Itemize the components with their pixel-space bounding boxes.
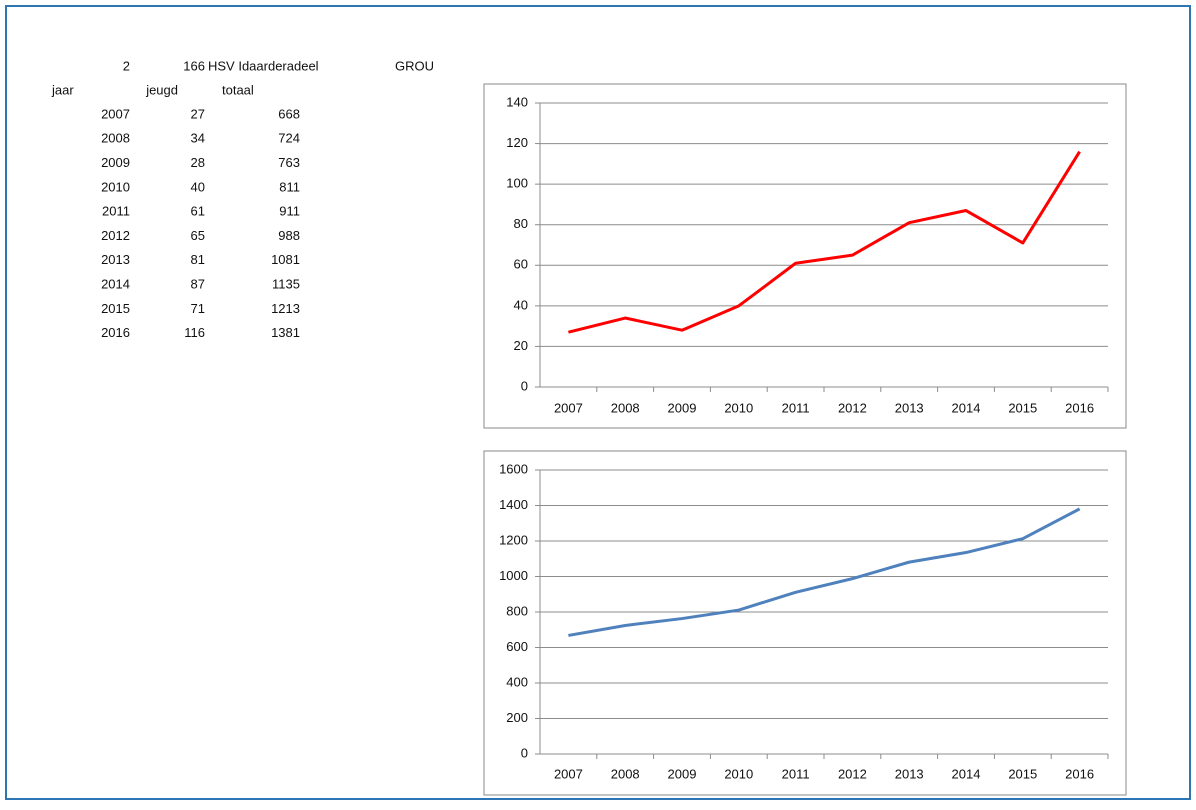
x-tick-label: 2007: [554, 400, 583, 415]
y-tick-label: 100: [506, 176, 528, 191]
x-tick-label: 2010: [724, 400, 753, 415]
chart-frame: [483, 83, 1127, 429]
chart-frame: [483, 450, 1127, 796]
cell: 116: [184, 325, 205, 340]
y-tick-label: 80: [514, 216, 528, 231]
cell: 71: [191, 301, 205, 316]
cell: 1081: [271, 252, 300, 267]
cell: 2: [123, 58, 130, 73]
y-tick-label: 60: [514, 257, 528, 272]
y-tick-label: 0: [521, 745, 528, 760]
cell: 2016: [101, 325, 130, 340]
cell: 2010: [101, 179, 130, 194]
x-tick-label: 2014: [952, 766, 981, 781]
cell: 27: [191, 106, 205, 121]
x-tick-label: 2012: [838, 766, 867, 781]
cell: 2009: [101, 155, 130, 170]
cell: 988: [278, 228, 300, 243]
y-tick-label: 1400: [499, 497, 528, 512]
x-tick-label: 2007: [554, 766, 583, 781]
x-tick-label: 2008: [611, 766, 640, 781]
y-tick-label: 40: [514, 297, 528, 312]
x-tick-label: 2008: [611, 400, 640, 415]
cell: 2014: [101, 277, 130, 292]
cell: 2008: [101, 131, 130, 146]
data-line: [568, 507, 1081, 637]
cell: 65: [191, 228, 205, 243]
cell: 40: [191, 179, 205, 194]
cell: 61: [191, 204, 205, 219]
y-tick-label: 800: [506, 603, 528, 618]
cell: 911: [279, 204, 300, 219]
y-tick-label: 1600: [499, 461, 528, 476]
y-tick-label: 1000: [499, 568, 528, 583]
cell: 166: [183, 58, 205, 73]
cell: 1135: [272, 277, 300, 292]
y-tick-label: 20: [514, 338, 528, 353]
x-tick-label: 2014: [952, 400, 981, 415]
cell: 1213: [271, 301, 300, 316]
x-tick-label: 2016: [1065, 766, 1094, 781]
y-tick-label: 400: [506, 674, 528, 689]
cell: 34: [191, 131, 205, 146]
cell: 2015: [101, 301, 130, 316]
y-tick-label: 600: [506, 639, 528, 654]
x-tick-label: 2015: [1008, 400, 1037, 415]
data-line: [568, 150, 1081, 334]
x-tick-label: 2010: [724, 766, 753, 781]
x-tick-label: 2011: [782, 400, 810, 415]
y-tick-label: 0: [521, 378, 528, 393]
cell: 811: [279, 179, 300, 194]
cell: 2013: [101, 252, 130, 267]
y-tick-label: 200: [506, 710, 528, 725]
y-tick-label: 120: [506, 135, 528, 150]
y-tick-label: 140: [506, 94, 528, 109]
x-tick-label: 2009: [668, 400, 697, 415]
column-header: totaal: [222, 82, 254, 97]
x-tick-label: 2016: [1065, 400, 1094, 415]
cell: 81: [191, 252, 205, 267]
cell: 87: [191, 277, 205, 292]
column-header: jaar: [51, 82, 74, 97]
cell: 763: [278, 155, 300, 170]
cell: GROU: [395, 58, 434, 73]
cell: 724: [278, 131, 300, 146]
x-tick-label: 2011: [782, 766, 810, 781]
x-tick-label: 2013: [895, 400, 924, 415]
cell: 2012: [101, 228, 130, 243]
cell: 1381: [271, 325, 300, 340]
x-tick-label: 2015: [1008, 766, 1037, 781]
cell: HSV Idaarderadeel: [208, 58, 319, 73]
x-tick-label: 2012: [838, 400, 867, 415]
cell: 28: [191, 155, 205, 170]
x-tick-label: 2013: [895, 766, 924, 781]
cell: 2007: [101, 106, 130, 121]
column-header: jeugd: [145, 82, 178, 97]
cell: 668: [278, 106, 300, 121]
cell: 2011: [102, 204, 130, 219]
x-tick-label: 2009: [668, 766, 697, 781]
y-tick-label: 1200: [499, 532, 528, 547]
